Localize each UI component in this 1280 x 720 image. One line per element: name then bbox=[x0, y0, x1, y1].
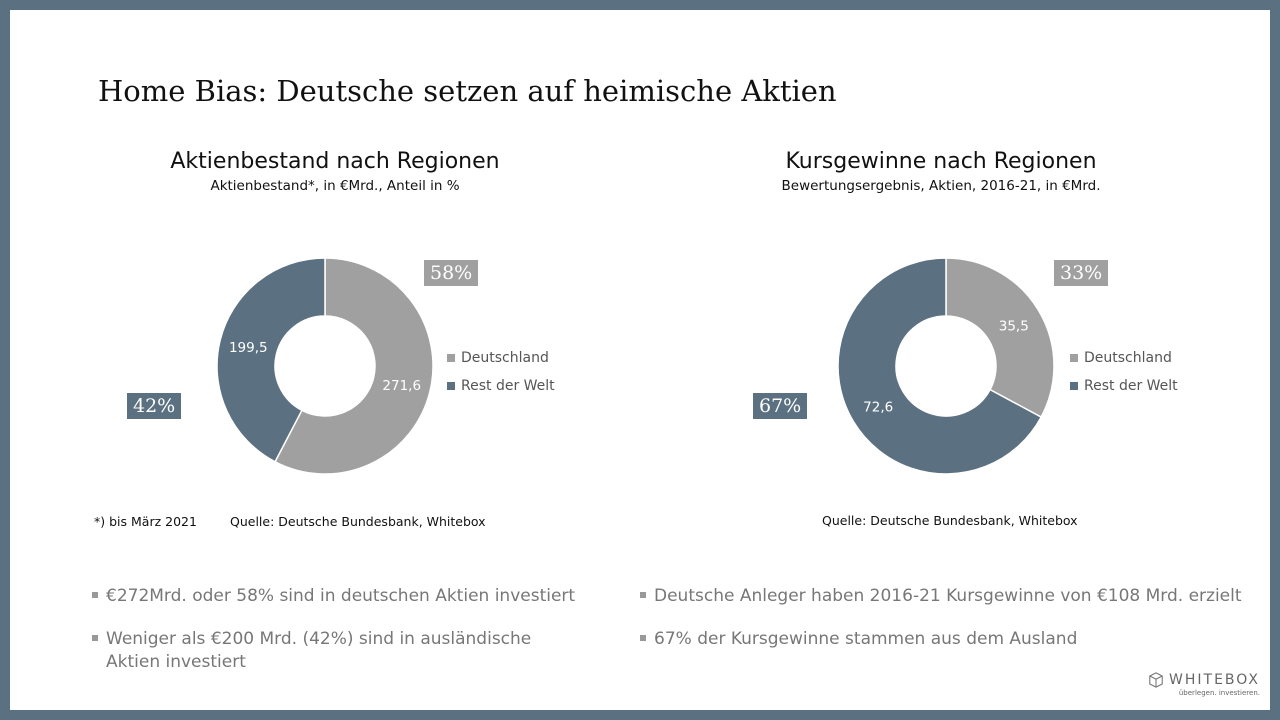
footnote: *) bis März 2021 bbox=[94, 514, 197, 529]
chart1-source: Quelle: Deutsche Bundesbank, Whitebox bbox=[230, 514, 486, 529]
bullet-text: €272Mrd. oder 58% sind in deutschen Akti… bbox=[106, 586, 576, 606]
page-title: Home Bias: Deutsche setzen auf heimische… bbox=[98, 74, 837, 108]
chart1-slice-deutschland bbox=[274, 257, 434, 475]
legend-swatch bbox=[447, 382, 455, 390]
logo-name: WHITEBOX bbox=[1169, 672, 1260, 688]
chart2-legend-deutschland: Deutschland bbox=[1070, 350, 1172, 366]
chart2-subtitle: Bewertungsergebnis, Aktien, 2016-21, in … bbox=[781, 178, 1101, 194]
whitebox-logo: WHITEBOX überlegen. investieren. bbox=[1148, 671, 1260, 697]
chart1-pct-deutschland: 58% bbox=[424, 260, 479, 286]
bullet-text: Weniger als €200 Mrd. (42%) sind in ausl… bbox=[106, 629, 532, 672]
chart2-source: Quelle: Deutsche Bundesbank, Whitebox bbox=[822, 513, 1078, 528]
legend-label: Rest der Welt bbox=[461, 378, 555, 394]
bullet-item: €272Mrd. oder 58% sind in deutschen Akti… bbox=[92, 585, 582, 608]
chart1-subtitle: Aktienbestand*, in €Mrd., Anteil in % bbox=[210, 178, 460, 194]
chart2-value-label: 72,6 bbox=[863, 400, 893, 416]
logo-tagline: überlegen. investieren. bbox=[1178, 689, 1260, 697]
chart2-slice-deutschland bbox=[945, 257, 1055, 419]
chart2-pct-rest: 67% bbox=[753, 393, 808, 419]
chart1-pct-rest: 42% bbox=[127, 393, 182, 419]
bullet-text: 67% der Kursgewinne stammen aus dem Ausl… bbox=[654, 629, 1078, 649]
legend-swatch bbox=[447, 354, 455, 362]
chart2-title: Kursgewinne nach Regionen bbox=[785, 149, 1097, 174]
chart1-legend-rest: Rest der Welt bbox=[447, 378, 555, 394]
chart1-slice-rest bbox=[216, 257, 326, 463]
legend-label: Rest der Welt bbox=[1084, 378, 1178, 394]
legend-label: Deutschland bbox=[1084, 350, 1172, 366]
legend-swatch bbox=[1070, 354, 1078, 362]
chart2-pct-deutschland: 33% bbox=[1054, 260, 1109, 286]
chart1-value-label: 271,6 bbox=[382, 378, 421, 394]
chart1-value-label: 199,5 bbox=[229, 340, 268, 356]
box-icon bbox=[1149, 672, 1163, 688]
bullets-right: Deutsche Anleger haben 2016-21 Kursgewin… bbox=[640, 585, 1250, 651]
chart1-donut: 271,6 199,5 35,5 72,6 bbox=[216, 257, 1055, 475]
chart2-legend-rest: Rest der Welt bbox=[1070, 378, 1178, 394]
legend-swatch bbox=[1070, 382, 1078, 390]
bullet-text: Deutsche Anleger haben 2016-21 Kursgewin… bbox=[654, 586, 1242, 606]
chart2-value-label: 35,5 bbox=[999, 318, 1029, 334]
chart1-legend-deutschland: Deutschland bbox=[447, 350, 549, 366]
bullet-item: Weniger als €200 Mrd. (42%) sind in ausl… bbox=[92, 628, 582, 674]
chart2-slice-rest bbox=[837, 257, 1043, 475]
bullet-item: Deutsche Anleger haben 2016-21 Kursgewin… bbox=[640, 585, 1250, 608]
chart1-title: Aktienbestand nach Regionen bbox=[170, 149, 500, 174]
slide: Home Bias: Deutsche setzen auf heimische… bbox=[10, 10, 1270, 710]
bullet-item: 67% der Kursgewinne stammen aus dem Ausl… bbox=[640, 628, 1250, 651]
bullets-left: €272Mrd. oder 58% sind in deutschen Akti… bbox=[92, 585, 582, 674]
legend-label: Deutschland bbox=[461, 350, 549, 366]
